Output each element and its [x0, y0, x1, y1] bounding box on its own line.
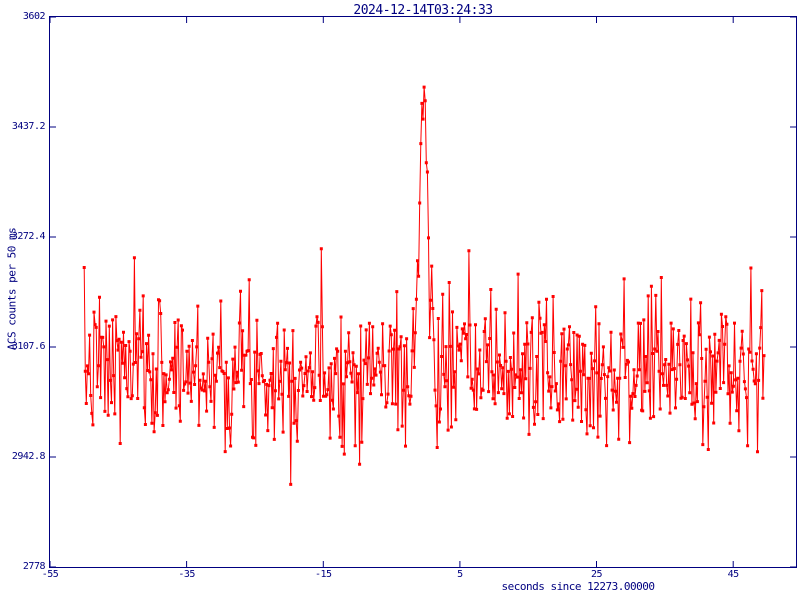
x-tick-label: -55: [41, 569, 59, 580]
y-tick-label: 2942.8: [11, 451, 46, 462]
x-tick-label: -15: [314, 569, 332, 580]
plot-area[interactable]: [49, 16, 797, 568]
y-tick-label: 2778: [22, 561, 46, 572]
y-tick-label: 3602: [22, 11, 46, 22]
data-series-markers: [82, 85, 766, 486]
x-axis-label: seconds since 12273.00000: [501, 580, 655, 593]
y-axis-label: ACS counts per 50 ms: [5, 227, 19, 351]
data-series-line: [83, 87, 765, 485]
x-tick-label: 5: [457, 569, 463, 580]
x-tick-label: -35: [178, 569, 195, 580]
x-tick-label: 25: [590, 569, 603, 580]
axis-tick-marks: [50, 17, 796, 567]
y-tick-label: 3437.2: [11, 121, 46, 132]
y-tick-label: 3272.4: [11, 231, 46, 242]
plot-title: 2024-12-14T03:24:33: [353, 3, 493, 18]
y-tick-label: 3107.6: [11, 341, 46, 352]
plot-canvas[interactable]: [50, 17, 796, 567]
x-tick-label: 45: [727, 569, 740, 580]
